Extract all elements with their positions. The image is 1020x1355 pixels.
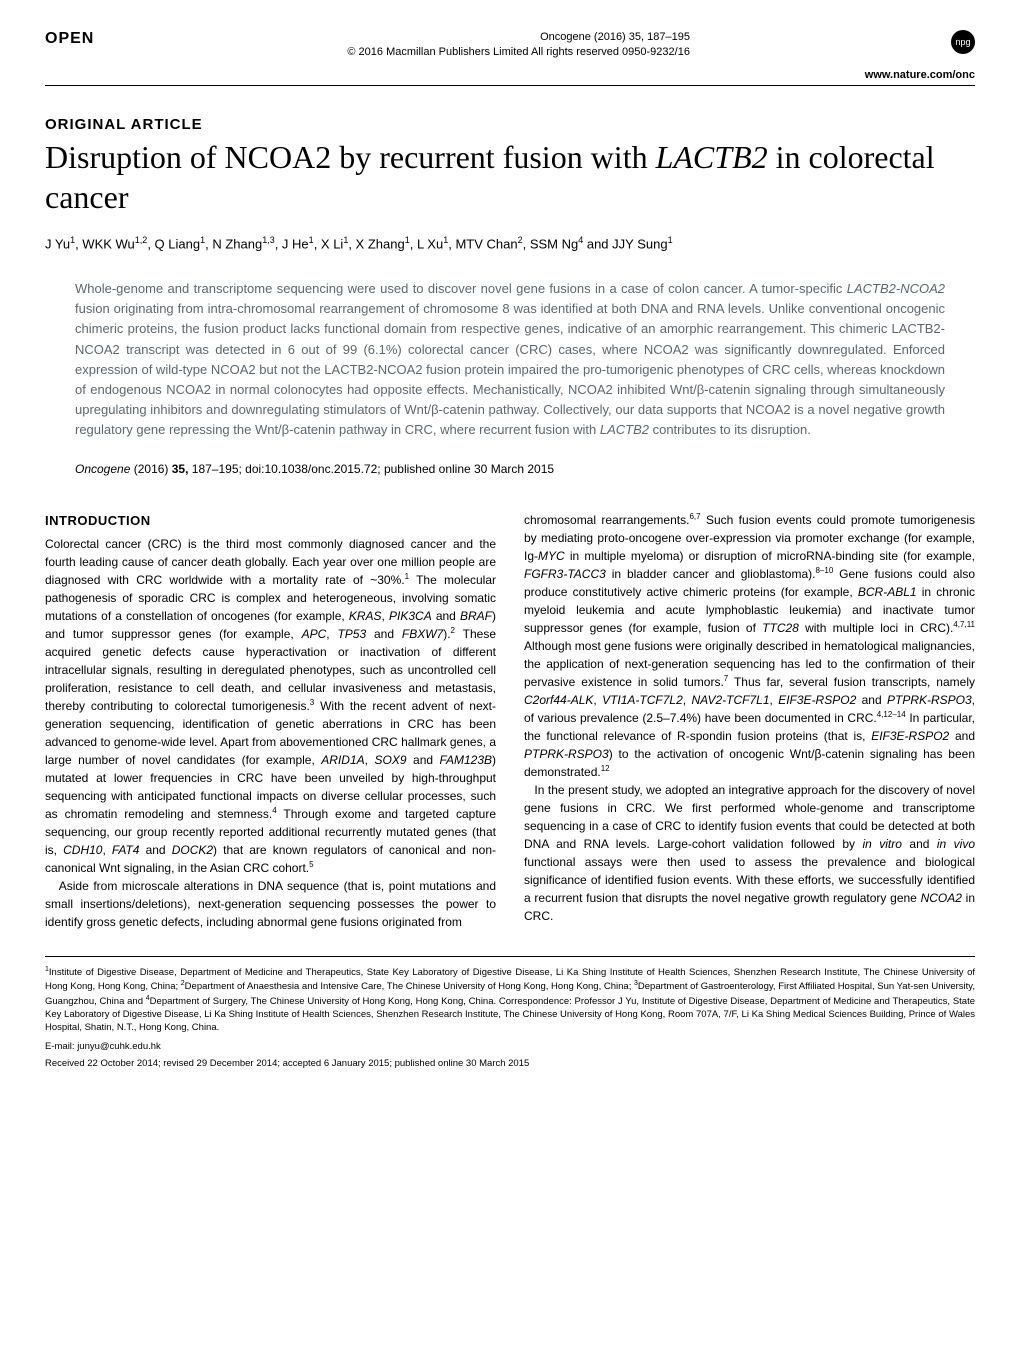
affiliations: 1Institute of Digestive Disease, Departm… <box>45 965 975 1035</box>
abstract: Whole-genome and transcriptome sequencin… <box>75 279 945 440</box>
author-list: J Yu1, WKK Wu1,2, Q Liang1, N Zhang1,3, … <box>45 235 975 251</box>
publication-dates: Received 22 October 2014; revised 29 Dec… <box>45 1058 975 1069</box>
correspondence-email: E-mail: junyu@cuhk.edu.hk <box>45 1041 975 1052</box>
journal-meta: Oncogene (2016) 35, 187–195 © 2016 Macmi… <box>347 30 690 61</box>
copyright-line: © 2016 Macmillan Publishers Limited All … <box>347 46 690 58</box>
article-type: ORIGINAL ARTICLE <box>45 116 975 133</box>
footer-divider <box>45 956 975 957</box>
website-url: www.nature.com/onc <box>45 69 975 81</box>
citation-line: Oncogene (2016) 35, 187–195; doi:10.1038… <box>75 462 945 476</box>
article-title: Disruption of NCOA2 by recurrent fusion … <box>45 137 975 217</box>
header-divider <box>45 85 975 86</box>
title-italic: LACTB2 <box>656 139 768 175</box>
npg-logo: npg <box>951 30 975 54</box>
header-row: OPEN Oncogene (2016) 35, 187–195 © 2016 … <box>45 30 975 61</box>
introduction-heading: INTRODUCTION <box>45 511 496 531</box>
open-access-badge: OPEN <box>45 30 94 48</box>
header-right: Oncogene (2016) 35, 187–195 © 2016 Macmi… <box>347 30 690 61</box>
right-column-text: chromosomal rearrangements.6,7 Such fusi… <box>524 511 975 925</box>
body-columns: INTRODUCTION Colorectal cancer (CRC) is … <box>45 511 975 931</box>
journal-citation: Oncogene (2016) 35, 187–195 <box>540 31 690 43</box>
left-column-text: Colorectal cancer (CRC) is the third mos… <box>45 535 496 931</box>
left-column: INTRODUCTION Colorectal cancer (CRC) is … <box>45 511 496 931</box>
title-prefix: Disruption of NCOA2 by recurrent fusion … <box>45 139 656 175</box>
right-column: chromosomal rearrangements.6,7 Such fusi… <box>524 511 975 931</box>
